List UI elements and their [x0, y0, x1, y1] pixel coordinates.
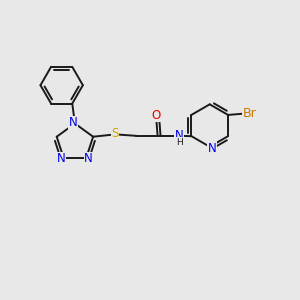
Text: N: N	[84, 152, 93, 165]
Text: H: H	[176, 138, 182, 147]
Text: N: N	[174, 129, 183, 142]
Text: N: N	[69, 116, 78, 129]
Text: N: N	[57, 152, 66, 165]
Text: Br: Br	[242, 107, 256, 120]
Text: S: S	[112, 127, 119, 140]
Text: O: O	[152, 109, 161, 122]
Text: N: N	[208, 142, 216, 155]
